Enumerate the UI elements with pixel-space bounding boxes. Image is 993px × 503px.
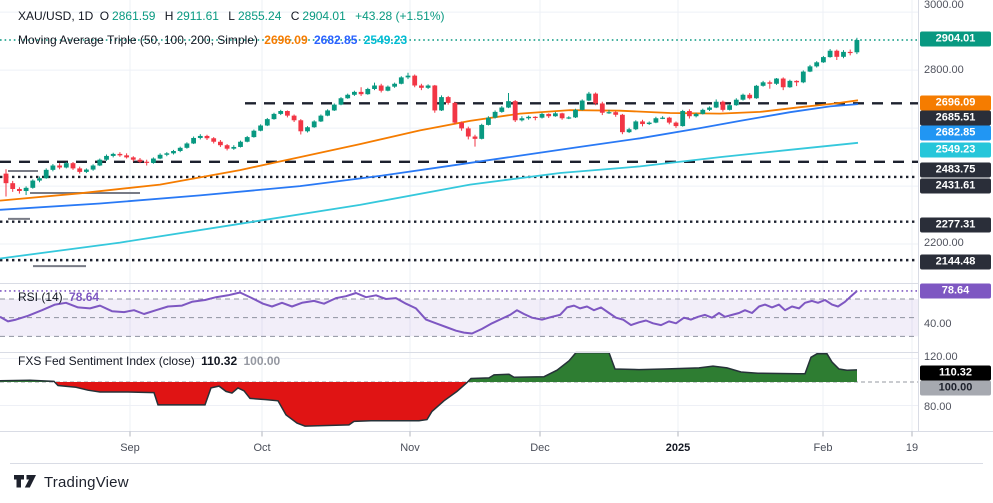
- price-axis-label: 120.00: [924, 351, 958, 363]
- ohlc-close: C 2904.01: [290, 9, 346, 23]
- time-axis-label: 19: [905, 442, 919, 454]
- price-axis-label: 2800.00: [924, 64, 964, 76]
- symbol-legend-row[interactable]: XAU/USD, 1D O 2861.59 H 2911.61 L 2855.24 C…: [18, 9, 448, 23]
- time-axis-label: Feb: [813, 442, 833, 454]
- time-axis-label: 2025: [665, 442, 691, 454]
- price-axis-badge: 2904.01: [920, 31, 991, 47]
- sentiment-area-positive: [0, 352, 857, 382]
- sentiment-area-negative: [0, 381, 857, 427]
- sma-200-line: [0, 141, 859, 260]
- time-axis-label: Oct: [253, 442, 271, 454]
- price-change: +43.28 (+1.51%): [355, 9, 445, 23]
- sma-50-line: [0, 99, 859, 202]
- price-axis-label: 2200.00: [924, 237, 964, 249]
- price-axis-badge: 78.64: [920, 283, 991, 299]
- tradingview-logo[interactable]: TradingView: [14, 474, 129, 491]
- price-axis-badge: 2144.48: [920, 254, 991, 270]
- ma-indicator-title: Moving Average Triple (50, 100, 200, Sim…: [18, 33, 258, 47]
- price-axis-badge: 2277.31: [920, 217, 991, 233]
- time-axis-label: Nov: [400, 442, 420, 454]
- ohlc-high: H 2911.61: [164, 9, 219, 23]
- symbol-title: XAU/USD, 1D: [18, 9, 94, 23]
- sma50-value: 2696.09: [264, 33, 308, 47]
- sentiment-line: [0, 351, 858, 427]
- price-axis-badge: 2549.23: [920, 142, 991, 158]
- price-axis-badge: 2483.75: [920, 162, 991, 178]
- price-axis-label: 80.00: [924, 401, 952, 413]
- time-axis-label: Sep: [120, 442, 140, 454]
- price-axis-badge: 110.32: [920, 365, 991, 381]
- candlestick-series: [3, 37, 860, 197]
- ohlc-open: O 2861.59: [99, 9, 156, 23]
- time-axis-label: Dec: [530, 442, 550, 454]
- sentiment-baseline-value: 100.00: [243, 354, 281, 368]
- rsi-legend-row[interactable]: RSI (14) 78.64: [18, 290, 102, 304]
- sma-100-line: [0, 103, 859, 211]
- ma-indicator-legend-row[interactable]: Moving Average Triple (50, 100, 200, Sim…: [18, 33, 410, 47]
- price-axis-badge: 2696.09: [920, 95, 991, 111]
- tradingview-logo-icon: [14, 475, 36, 488]
- price-axis-badge: 2685.51: [920, 110, 991, 126]
- sentiment-value: 110.32: [201, 354, 238, 368]
- tradingview-logo-text: TradingView: [44, 474, 129, 491]
- price-axis-badge: 2431.61: [920, 178, 991, 194]
- rsi-value: 78.64: [69, 290, 100, 304]
- ohlc-low: L 2855.24: [228, 9, 282, 23]
- sma200-value: 2549.23: [363, 33, 408, 47]
- rsi-title: RSI (14): [18, 290, 63, 304]
- price-axis-label: 40.00: [924, 318, 952, 330]
- sentiment-legend-row[interactable]: FXS Fed Sentiment Index (close) 110.32 1…: [18, 354, 283, 368]
- sentiment-title: FXS Fed Sentiment Index (close): [18, 354, 195, 368]
- price-axis-label: 3000.00: [924, 0, 964, 11]
- price-axis-badge: 2682.85: [920, 125, 991, 141]
- sma100-value: 2682.85: [314, 33, 358, 47]
- price-axis-badge: 100.00: [920, 380, 991, 396]
- rsi-line: [0, 290, 858, 335]
